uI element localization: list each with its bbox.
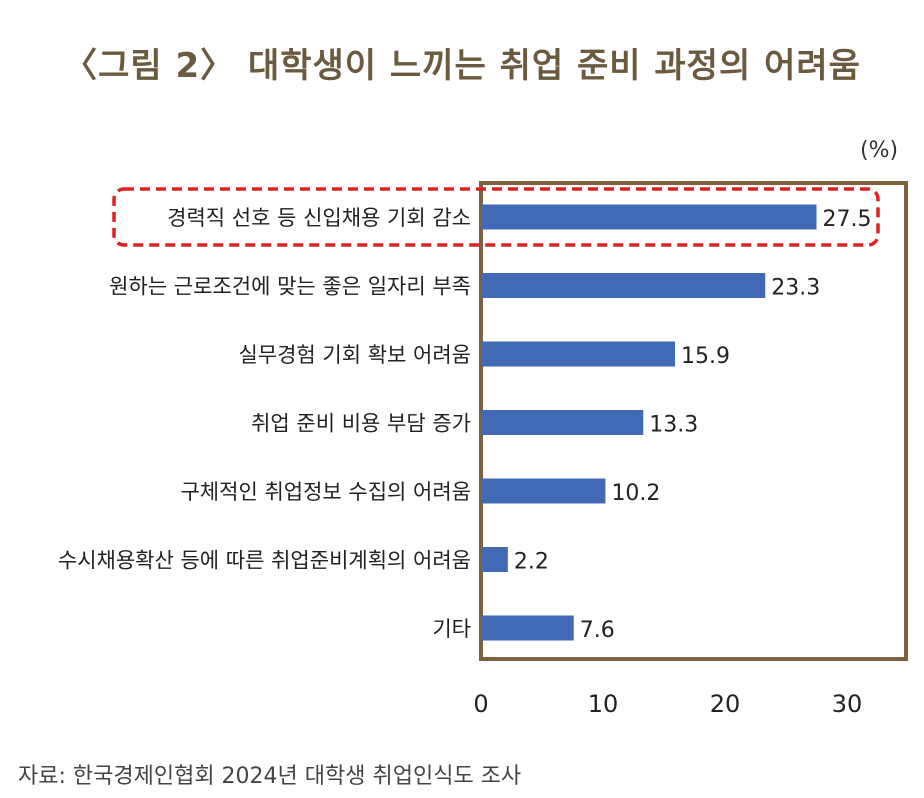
category-label-5: 수시채용확산 등에 따른 취업준비계획의 어려움: [58, 549, 471, 573]
bar-1: [481, 273, 766, 298]
category-label-1: 원하는 근로조건에 맞는 좋은 일자리 부족: [109, 275, 471, 299]
bar-3: [481, 410, 644, 435]
bar-2: [481, 341, 675, 367]
highlight-box: [112, 187, 880, 247]
value-label-5: 2.2: [514, 550, 549, 575]
value-label-0: 27.5: [823, 207, 872, 232]
source-note: 자료: 한국경제인협회 2024년 대학생 취업인식도 조사: [18, 764, 522, 789]
unit-label: (%): [860, 138, 899, 163]
x-tick-label-1: 10: [588, 690, 619, 718]
bar-4: [481, 478, 606, 504]
chart-title: 〈그림 2〉 대학생이 느끼는 취업 준비 과정의 어려움: [63, 46, 861, 86]
x-tick-label-2: 20: [710, 690, 741, 718]
bar-6: [481, 615, 574, 641]
value-label-4: 10.2: [611, 481, 660, 506]
category-label-0: 경력직 선호 등 신입채용 기회 감소: [167, 206, 471, 230]
value-label-3: 13.3: [649, 413, 698, 438]
bar-0: [481, 204, 817, 230]
category-label-3: 취업 준비 비용 부담 증가: [251, 412, 471, 436]
x-tick-label-3: 30: [832, 690, 863, 718]
x-tick-label-0: 0: [473, 690, 488, 718]
category-label-2: 실무경험 기회 확보 어려움: [238, 343, 471, 367]
value-label-6: 7.6: [580, 618, 615, 643]
bar-5: [481, 547, 508, 572]
category-label-6: 기타: [432, 617, 471, 641]
category-label-4: 구체적인 취업정보 수집의 어려움: [180, 480, 471, 504]
value-label-1: 23.3: [771, 276, 820, 301]
value-label-2: 15.9: [681, 344, 730, 369]
